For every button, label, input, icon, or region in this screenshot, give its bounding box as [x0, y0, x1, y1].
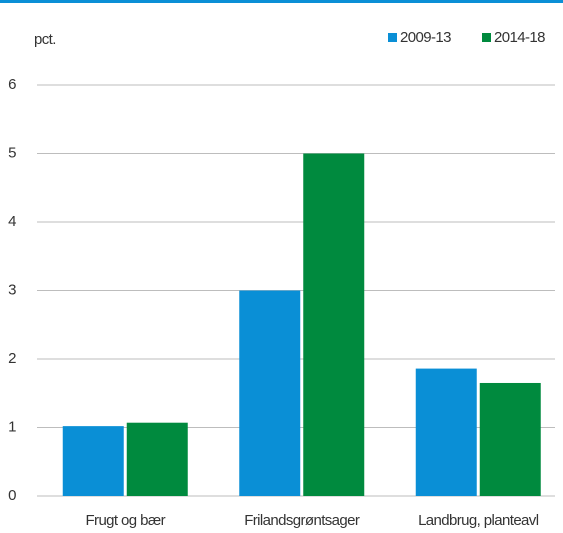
legend-label: 2009-13	[400, 29, 451, 46]
bar	[415, 368, 477, 496]
bar	[126, 422, 188, 496]
y-tick-label: 0	[8, 487, 16, 504]
legend-swatch	[388, 33, 397, 42]
y-tick-label: 3	[8, 281, 16, 298]
y-tick-label: 4	[8, 213, 16, 230]
y-tick-label: 2	[8, 350, 16, 367]
x-tick-label: Frilandsgrøntsager	[244, 512, 360, 529]
x-tick-label: Frugt og bær	[85, 512, 165, 529]
bar	[239, 290, 301, 496]
legend-label: 2014-18	[494, 29, 545, 46]
top-rule	[0, 0, 563, 3]
y-tick-label: 6	[8, 76, 16, 93]
bar	[479, 382, 541, 496]
bar	[62, 426, 124, 496]
x-tick-label: Landbrug, planteavl	[418, 512, 539, 529]
y-axis-label: pct.	[34, 31, 56, 48]
legend-swatch	[482, 33, 491, 42]
bar	[303, 153, 365, 496]
y-tick-label: 1	[8, 418, 16, 435]
y-tick-label: 5	[8, 144, 16, 161]
